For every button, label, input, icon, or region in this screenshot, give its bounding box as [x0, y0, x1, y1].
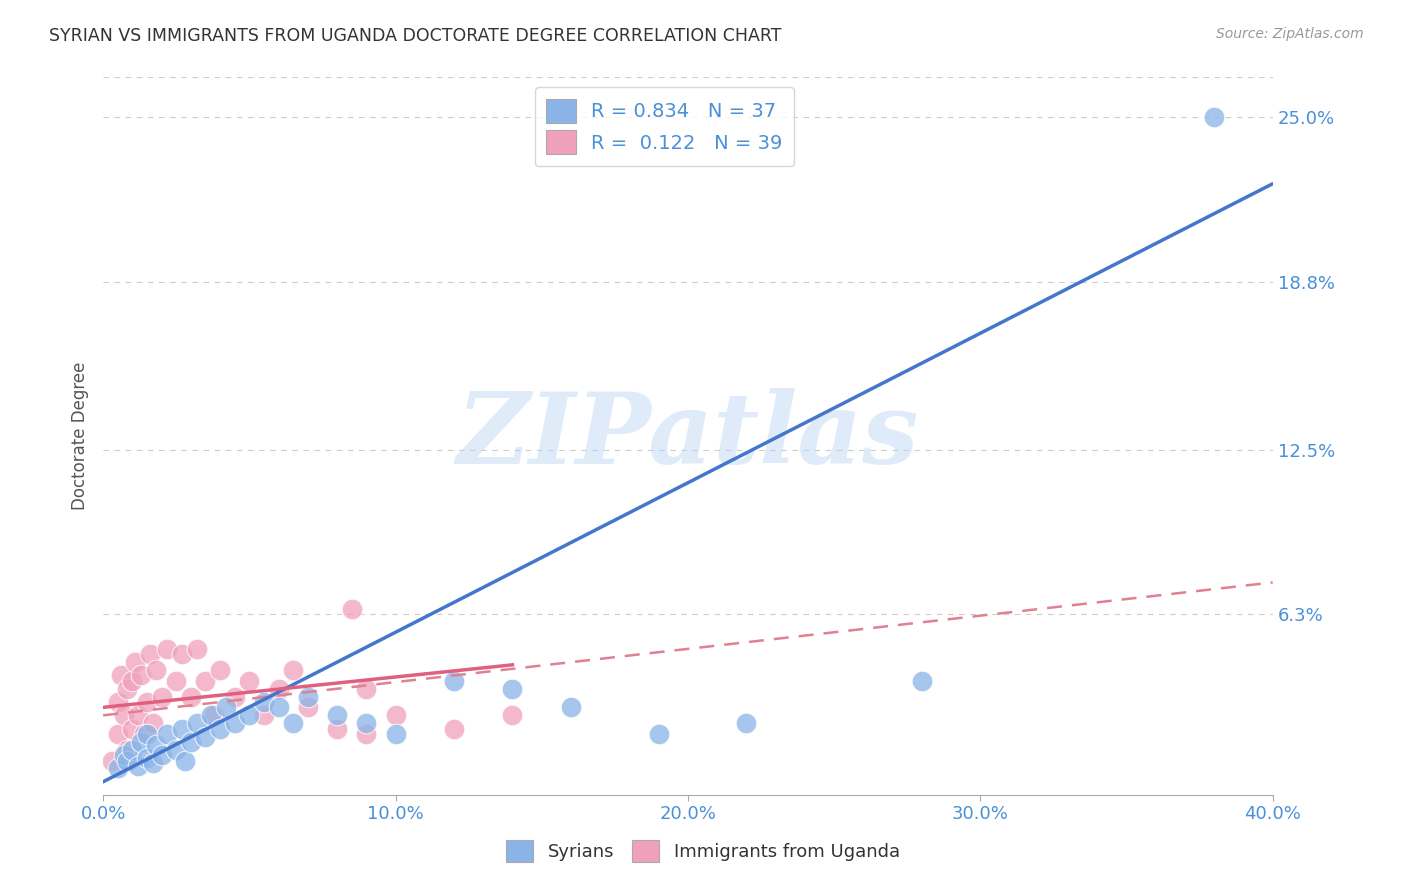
Point [115, 754, 138, 768]
Point [150, 748, 173, 763]
Point [443, 673, 465, 688]
Point [1204, 111, 1226, 125]
Point [124, 655, 146, 669]
Point [112, 708, 135, 723]
Point [110, 668, 132, 682]
Point [735, 716, 758, 731]
Point [121, 722, 143, 736]
Point [209, 722, 232, 736]
Point [129, 735, 152, 749]
Point [186, 716, 208, 731]
Legend: R = 0.834   N = 37, R =  0.122   N = 39: R = 0.834 N = 37, R = 0.122 N = 39 [534, 87, 794, 166]
Point [209, 663, 232, 677]
Point [145, 663, 167, 677]
Point [165, 673, 187, 688]
Point [150, 690, 173, 704]
Point [142, 756, 165, 771]
Point [132, 727, 155, 741]
Point [194, 730, 217, 744]
Text: ZIPatlas: ZIPatlas [457, 388, 920, 484]
Point [326, 722, 349, 736]
Point [253, 695, 276, 709]
Point [384, 727, 406, 741]
Point [560, 700, 582, 714]
Point [356, 716, 378, 731]
Point [180, 735, 202, 749]
Point [283, 716, 305, 731]
Point [170, 647, 193, 661]
Point [501, 708, 523, 723]
Point [253, 708, 276, 723]
Point [165, 743, 187, 757]
Point [356, 681, 378, 696]
Point [174, 754, 197, 768]
Point [194, 673, 217, 688]
Text: SYRIAN VS IMMIGRANTS FROM UGANDA DOCTORATE DEGREE CORRELATION CHART: SYRIAN VS IMMIGRANTS FROM UGANDA DOCTORA… [49, 27, 782, 45]
Point [326, 708, 349, 723]
Point [136, 727, 159, 741]
Point [384, 708, 406, 723]
Point [647, 727, 669, 741]
Point [136, 751, 159, 765]
Point [267, 700, 290, 714]
Point [101, 754, 124, 768]
Point [501, 681, 523, 696]
Point [180, 690, 202, 704]
Point [139, 647, 162, 661]
Point [200, 708, 222, 723]
Point [224, 690, 246, 704]
Point [297, 700, 319, 714]
Point [186, 641, 208, 656]
Point [297, 690, 319, 704]
Point [107, 727, 129, 741]
Point [224, 716, 246, 731]
Point [202, 708, 225, 723]
Point [145, 738, 167, 752]
Point [142, 716, 165, 731]
Point [107, 762, 129, 776]
Point [107, 695, 129, 709]
Point [356, 727, 378, 741]
Point [267, 681, 290, 696]
Point [115, 743, 138, 757]
Point [127, 759, 149, 773]
Point [112, 748, 135, 763]
Point [129, 668, 152, 682]
Point [115, 681, 138, 696]
Point [443, 722, 465, 736]
Point [215, 700, 238, 714]
Point [238, 708, 260, 723]
Point [127, 708, 149, 723]
Point [283, 663, 305, 677]
Text: Source: ZipAtlas.com: Source: ZipAtlas.com [1216, 27, 1364, 41]
Point [170, 722, 193, 736]
Point [121, 673, 143, 688]
Y-axis label: Doctorate Degree: Doctorate Degree [72, 362, 89, 510]
Point [136, 695, 159, 709]
Point [156, 727, 179, 741]
Point [911, 673, 934, 688]
Point [156, 641, 179, 656]
Point [121, 743, 143, 757]
Point [340, 602, 363, 616]
Point [238, 673, 260, 688]
Legend: Syrians, Immigrants from Uganda: Syrians, Immigrants from Uganda [499, 833, 907, 870]
